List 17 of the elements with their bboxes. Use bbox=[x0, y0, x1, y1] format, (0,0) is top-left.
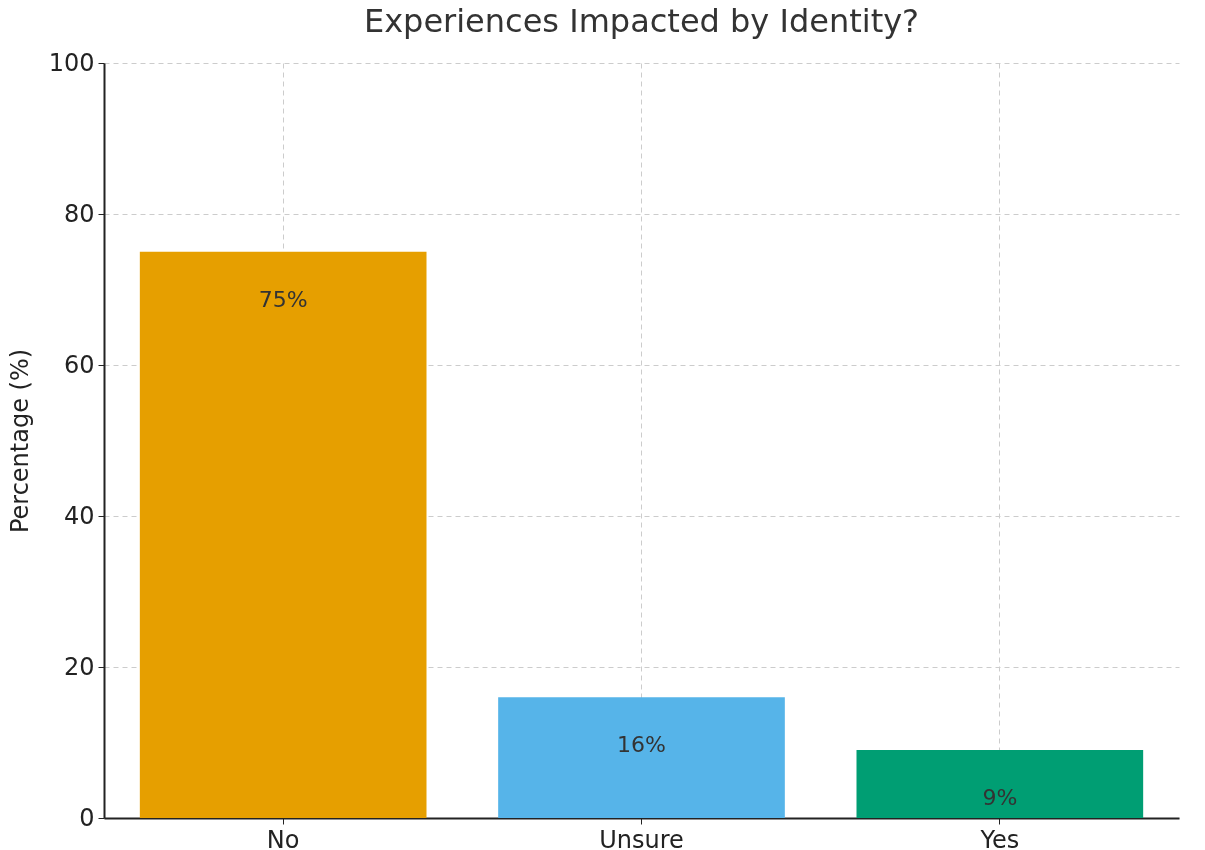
y-tick-label: 100 bbox=[48, 48, 95, 77]
y-tick-label: 20 bbox=[63, 652, 95, 681]
y-tick-label: 0 bbox=[79, 803, 95, 832]
x-tick-label: No bbox=[266, 825, 300, 850]
x-tick-label: Unsure bbox=[599, 825, 684, 850]
data-label: 75% bbox=[258, 286, 308, 312]
chart-title: Experiences Impacted by Identity? bbox=[363, 2, 920, 40]
bar bbox=[856, 750, 1144, 818]
data-label: 9% bbox=[982, 785, 1018, 811]
data-label: 16% bbox=[617, 732, 666, 758]
y-tick-label: 40 bbox=[63, 501, 95, 530]
y-axis-title: Percentage (%) bbox=[5, 348, 34, 534]
y-tick-label: 60 bbox=[63, 350, 95, 379]
x-tick-label: Yes bbox=[979, 825, 1020, 850]
bar bbox=[139, 251, 427, 818]
y-tick-label: 80 bbox=[63, 199, 95, 228]
bar bbox=[498, 697, 785, 818]
